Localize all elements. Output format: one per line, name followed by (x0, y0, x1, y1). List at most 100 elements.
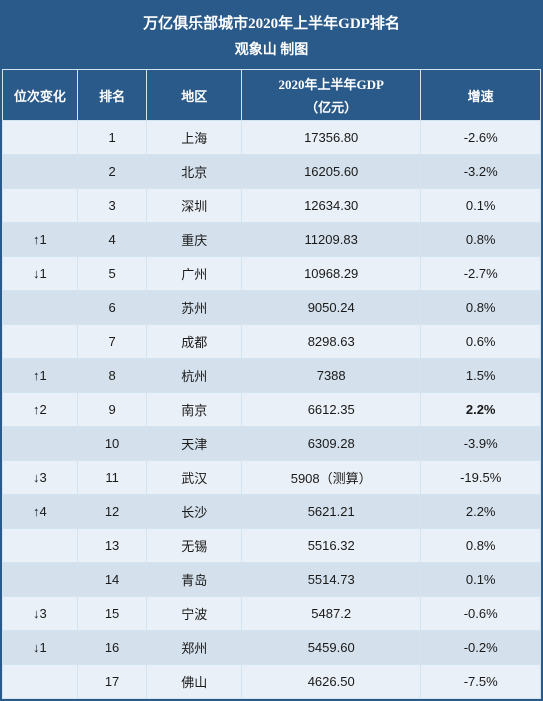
cell-region: 宁波 (147, 597, 242, 631)
cell-rank-change (3, 189, 78, 223)
cell-growth: -2.7% (421, 257, 541, 291)
cell-growth: 0.8% (421, 529, 541, 563)
cell-gdp: 5516.32 (242, 529, 421, 563)
cell-region: 成都 (147, 325, 242, 359)
col-header-region: 地区 (147, 70, 242, 121)
col-header-gdp-line2: （亿元） (246, 97, 416, 116)
cell-gdp: 9050.24 (242, 291, 421, 325)
cell-rank: 15 (77, 597, 147, 631)
cell-rank: 7 (77, 325, 147, 359)
table-row: ↓116郑州5459.60-0.2% (3, 631, 541, 665)
cell-rank-change: ↓1 (3, 257, 78, 291)
cell-gdp: 5908（测算） (242, 461, 421, 495)
col-header-gdp: 2020年上半年GDP （亿元） (242, 70, 421, 121)
cell-region: 武汉 (147, 461, 242, 495)
cell-rank: 5 (77, 257, 147, 291)
cell-region: 佛山 (147, 665, 242, 699)
cell-rank: 9 (77, 393, 147, 427)
table-row: 17佛山4626.50-7.5% (3, 665, 541, 699)
table-row: 2北京16205.60-3.2% (3, 155, 541, 189)
cell-gdp: 5459.60 (242, 631, 421, 665)
cell-rank-change (3, 325, 78, 359)
cell-growth: 0.1% (421, 189, 541, 223)
cell-gdp: 5621.21 (242, 495, 421, 529)
table-body: 1上海17356.80-2.6%2北京16205.60-3.2%3深圳12634… (3, 121, 541, 699)
cell-region: 深圳 (147, 189, 242, 223)
table-row: ↑14重庆11209.830.8% (3, 223, 541, 257)
cell-growth: -0.6% (421, 597, 541, 631)
cell-growth: 0.8% (421, 291, 541, 325)
table-row: ↓315宁波5487.2-0.6% (3, 597, 541, 631)
cell-rank: 10 (77, 427, 147, 461)
table-header: 万亿俱乐部城市2020年上半年GDP排名 观象山 制图 (2, 2, 541, 69)
data-table: 位次变化 排名 地区 2020年上半年GDP （亿元） 增速 1上海17356.… (2, 69, 541, 699)
cell-rank: 17 (77, 665, 147, 699)
table-title: 万亿俱乐部城市2020年上半年GDP排名 (2, 12, 541, 33)
cell-rank-change (3, 291, 78, 325)
cell-rank-change (3, 427, 78, 461)
cell-growth: 1.5% (421, 359, 541, 393)
table-row: 1上海17356.80-2.6% (3, 121, 541, 155)
cell-gdp: 6309.28 (242, 427, 421, 461)
cell-gdp: 4626.50 (242, 665, 421, 699)
table-row: 6苏州9050.240.8% (3, 291, 541, 325)
cell-growth: -19.5% (421, 461, 541, 495)
cell-gdp: 8298.63 (242, 325, 421, 359)
cell-region: 重庆 (147, 223, 242, 257)
cell-rank-change (3, 121, 78, 155)
table-subtitle: 观象山 制图 (2, 39, 541, 59)
table-row: 7成都8298.630.6% (3, 325, 541, 359)
cell-growth: -2.6% (421, 121, 541, 155)
cell-growth: -0.2% (421, 631, 541, 665)
cell-gdp: 12634.30 (242, 189, 421, 223)
cell-region: 郑州 (147, 631, 242, 665)
table-row: 3深圳12634.300.1% (3, 189, 541, 223)
cell-rank: 1 (77, 121, 147, 155)
col-header-change: 位次变化 (3, 70, 78, 121)
cell-growth: 0.8% (421, 223, 541, 257)
cell-rank-change (3, 665, 78, 699)
cell-gdp: 5487.2 (242, 597, 421, 631)
cell-rank: 16 (77, 631, 147, 665)
cell-rank-change: ↓3 (3, 461, 78, 495)
cell-gdp: 7388 (242, 359, 421, 393)
cell-region: 长沙 (147, 495, 242, 529)
cell-gdp: 17356.80 (242, 121, 421, 155)
cell-rank: 4 (77, 223, 147, 257)
cell-region: 天津 (147, 427, 242, 461)
table-row: 10天津6309.28-3.9% (3, 427, 541, 461)
cell-rank-change: ↑4 (3, 495, 78, 529)
cell-growth: 2.2% (421, 393, 541, 427)
cell-region: 苏州 (147, 291, 242, 325)
table-row: ↑18杭州73881.5% (3, 359, 541, 393)
cell-rank: 8 (77, 359, 147, 393)
table-row: ↓311武汉5908（测算）-19.5% (3, 461, 541, 495)
cell-region: 杭州 (147, 359, 242, 393)
cell-region: 广州 (147, 257, 242, 291)
cell-growth: -7.5% (421, 665, 541, 699)
cell-region: 南京 (147, 393, 242, 427)
col-header-gdp-line1: 2020年上半年GDP (246, 74, 416, 93)
cell-rank-change: ↑2 (3, 393, 78, 427)
column-header-row: 位次变化 排名 地区 2020年上半年GDP （亿元） 增速 (3, 70, 541, 121)
cell-rank: 13 (77, 529, 147, 563)
table-row: ↑412长沙5621.212.2% (3, 495, 541, 529)
cell-rank-change (3, 155, 78, 189)
cell-gdp: 10968.29 (242, 257, 421, 291)
cell-rank-change: ↓1 (3, 631, 78, 665)
cell-rank: 12 (77, 495, 147, 529)
cell-rank-change: ↓3 (3, 597, 78, 631)
col-header-growth: 增速 (421, 70, 541, 121)
cell-growth: -3.9% (421, 427, 541, 461)
gdp-ranking-table: 万亿俱乐部城市2020年上半年GDP排名 观象山 制图 位次变化 排名 地区 2… (0, 0, 543, 701)
cell-rank: 3 (77, 189, 147, 223)
cell-region: 无锡 (147, 529, 242, 563)
col-header-rank: 排名 (77, 70, 147, 121)
cell-rank: 2 (77, 155, 147, 189)
cell-rank-change (3, 529, 78, 563)
cell-growth: -3.2% (421, 155, 541, 189)
table-row: 13无锡5516.320.8% (3, 529, 541, 563)
table-row: ↑29南京6612.352.2% (3, 393, 541, 427)
table-row: ↓15广州10968.29-2.7% (3, 257, 541, 291)
cell-rank-change: ↑1 (3, 223, 78, 257)
